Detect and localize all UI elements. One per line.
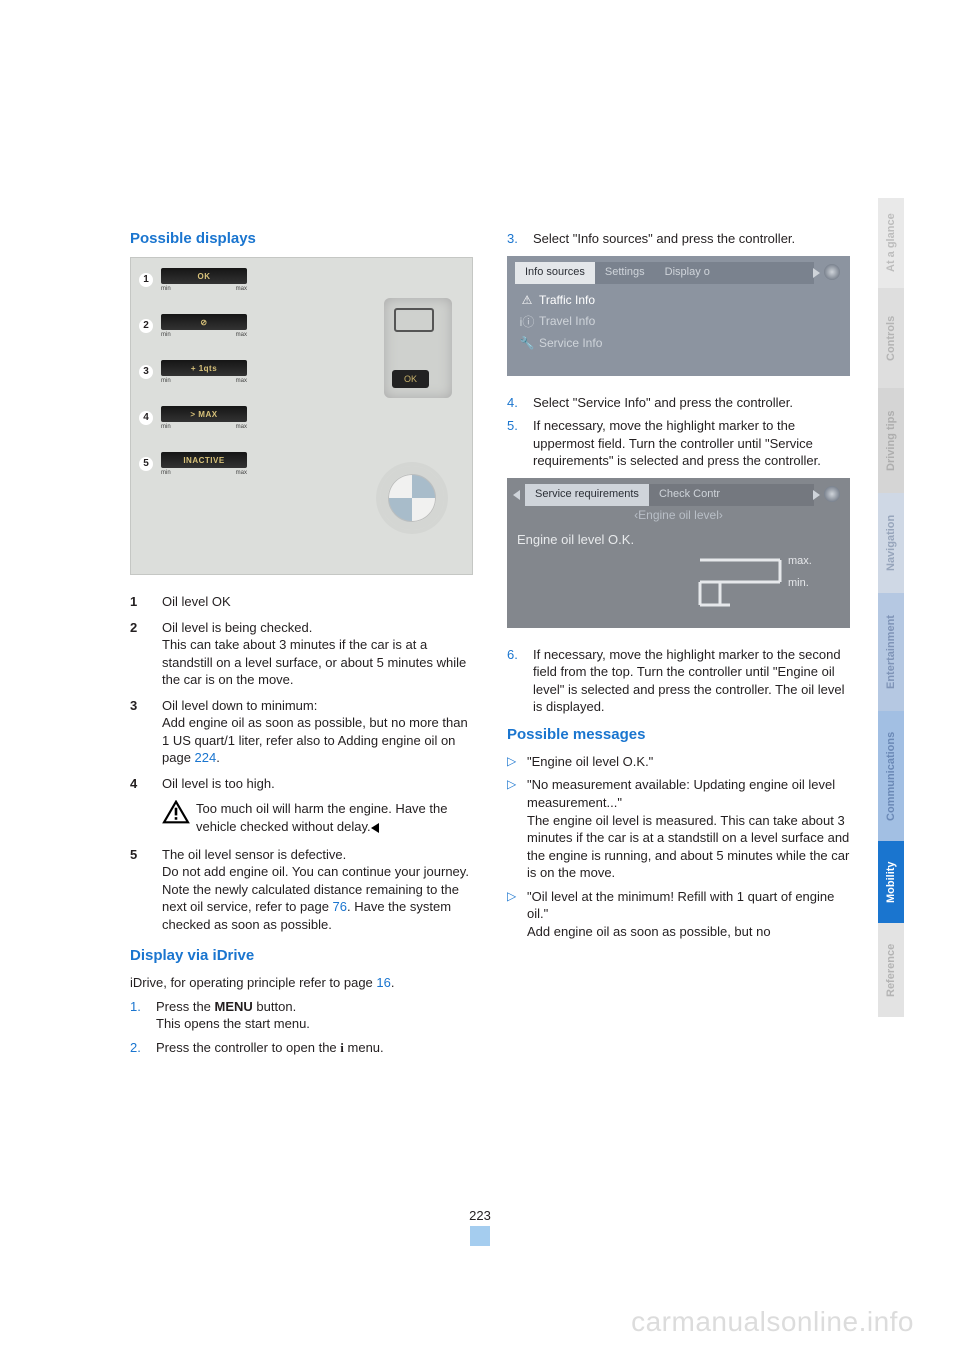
side-tab-mobility[interactable]: Mobility	[878, 841, 904, 923]
page-number: 223	[469, 1208, 491, 1223]
page-content: Possible displays 1 OK minmax 2 ⊘ minmax…	[130, 230, 850, 1062]
step-3: 3. Select "Info sources" and press the c…	[507, 230, 850, 248]
definition-5: 5 The oil level sensor is defective.Do n…	[130, 846, 473, 934]
oil-icon: OK	[384, 298, 452, 398]
bmw-logo-icon	[380, 466, 444, 530]
heading-possible-messages: Possible messages	[507, 726, 850, 743]
page-link-76[interactable]: 76	[333, 899, 347, 914]
controller-knob-icon	[824, 264, 840, 280]
side-tab-navigation[interactable]: Navigation	[878, 493, 904, 593]
idrive-intro: iDrive, for operating principle refer to…	[130, 974, 473, 992]
controller-knob-icon	[824, 486, 840, 502]
messages-list: "Engine oil level O.K.""No measurement a…	[507, 753, 850, 940]
figure-dashboard: 1 OK minmax 2 ⊘ minmax 3 + 1qts minmax 4…	[130, 257, 473, 575]
page-link-16[interactable]: 16	[376, 975, 390, 990]
step-5: 5. If necessary, move the highlight mark…	[507, 417, 850, 470]
definition-list: 1Oil level OK2Oil level is being checked…	[130, 593, 473, 792]
side-tab-at-a-glance[interactable]: At a glance	[878, 198, 904, 288]
heading-display-idrive: Display via iDrive	[130, 947, 473, 964]
heading-possible-displays: Possible displays	[130, 230, 473, 247]
menu-button-label: MENU	[215, 999, 253, 1014]
end-mark-icon	[371, 823, 379, 833]
page-number-bar	[470, 1226, 490, 1246]
warning-text: Too much oil will harm the engine. Have …	[196, 801, 447, 834]
side-tab-communications[interactable]: Communications	[878, 711, 904, 841]
oil-status: Engine oil level O.K.	[517, 532, 634, 547]
step-4: 4. Select "Service Info" and press the c…	[507, 394, 850, 412]
side-tab-controls[interactable]: Controls	[878, 288, 904, 388]
left-column: Possible displays 1 OK minmax 2 ⊘ minmax…	[130, 230, 473, 1062]
warning-box: Too much oil will harm the engine. Have …	[162, 800, 473, 835]
chevron-right-icon	[813, 268, 820, 278]
step-6: 6. If necessary, move the highlight mark…	[507, 646, 850, 716]
oil-gauge-icon: max. min.	[690, 550, 830, 620]
warning-icon	[162, 800, 190, 824]
side-nav: At a glance Controls Driving tips Naviga…	[878, 198, 904, 1017]
watermark: carmanualsonline.info	[631, 1306, 914, 1338]
svg-text:max.: max.	[788, 555, 812, 567]
side-tab-reference[interactable]: Reference	[878, 923, 904, 1017]
svg-text:min.: min.	[788, 577, 809, 589]
chevron-left-icon	[513, 490, 520, 500]
chevron-right-icon	[813, 490, 820, 500]
side-tab-entertainment[interactable]: Entertainment	[878, 593, 904, 711]
idrive-steps: 1. Press the MENU button.This opens the …	[130, 998, 473, 1057]
right-column: 3. Select "Info sources" and press the c…	[507, 230, 850, 1062]
side-tab-driving-tips[interactable]: Driving tips	[878, 388, 904, 493]
figure-info-sources: Info sourcesSettingsDisplay o ⚠Traffic I…	[507, 256, 850, 376]
figure-oil-level: Service requirementsCheck Contr ‹Engine …	[507, 478, 850, 628]
oil-subtitle: ‹Engine oil level›	[507, 508, 850, 522]
